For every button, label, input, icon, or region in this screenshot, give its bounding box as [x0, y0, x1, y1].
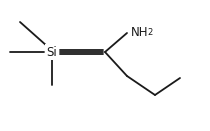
Text: 2: 2	[147, 28, 152, 37]
Text: NH: NH	[131, 26, 148, 39]
Text: Si: Si	[47, 45, 57, 59]
